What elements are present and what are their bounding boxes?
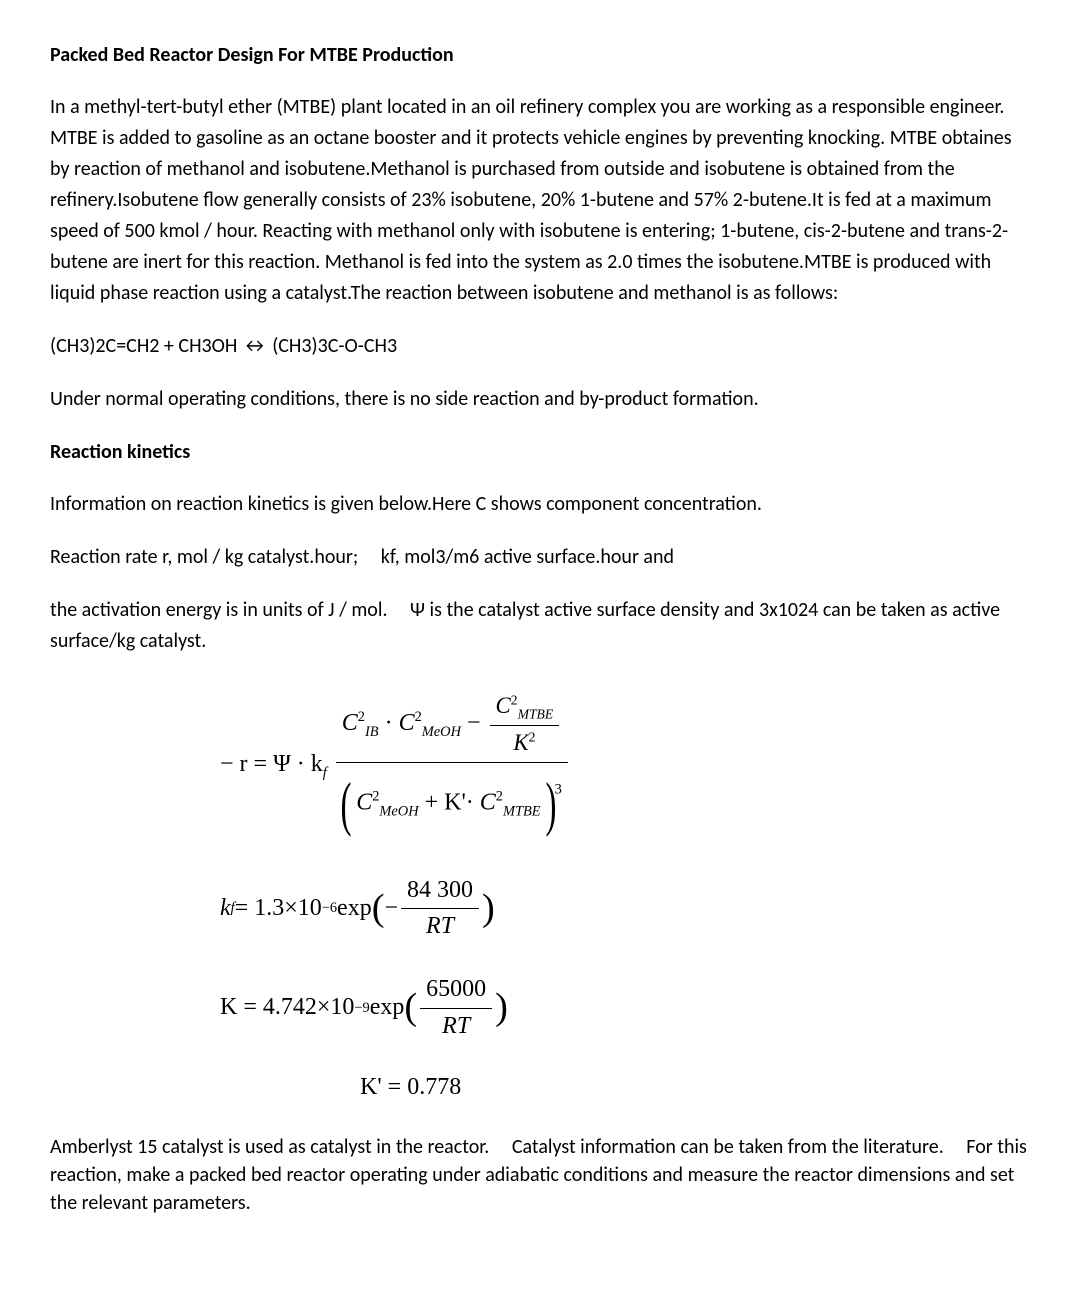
- paragraph-final: Amberlyst 15 catalyst is used as catalys…: [50, 1133, 1030, 1217]
- final-b: Catalyst information can be taken from t…: [512, 1135, 944, 1159]
- equation-k: K = 4.742×10−9 exp ( 65000 RT ): [220, 972, 1030, 1043]
- eq1-lhs: − r = Ψ · kf: [220, 749, 327, 783]
- rate-units-a: Reaction rate r, mol / kg catalyst.hour;: [50, 545, 358, 569]
- paragraph-rate-units: Reaction rate r, mol / kg catalyst.hour;…: [50, 542, 1030, 573]
- reaction-equation: (CH3)2C=CH2 + CH3OH ↔ (CH3)3C-O-CH3: [50, 331, 1030, 362]
- equation-rate: − r = Ψ · kf C2IB · C2MeOH − C2MTBE K2: [220, 687, 1030, 845]
- equation-kprime: K' = 0.778: [360, 1072, 1030, 1103]
- paragraph-kinetics-info: Information on reaction kinetics is give…: [50, 489, 1030, 520]
- heading-reaction-kinetics: Reaction kinetics: [50, 437, 1030, 467]
- activation-a: the activation energy is in units of J /…: [50, 598, 388, 622]
- equations-block: − r = Ψ · kf C2IB · C2MeOH − C2MTBE K2: [220, 687, 1030, 1103]
- equation-kf: kf = 1.3×10−6 exp ( − 84 300 RT ): [220, 873, 1030, 944]
- document-title: Packed Bed Reactor Design For MTBE Produ…: [50, 40, 1030, 70]
- eq1-main-fraction: C2IB · C2MeOH − C2MTBE K2 ( C2MeOH + K'·: [336, 687, 568, 845]
- paragraph-no-side-reaction: Under normal operating conditions, there…: [50, 384, 1030, 415]
- final-a: Amberlyst 15 catalyst is used as catalys…: [50, 1135, 489, 1159]
- paragraph-activation-energy: the activation energy is in units of J /…: [50, 595, 1030, 657]
- paragraph-intro: In a methyl-tert-butyl ether (MTBE) plan…: [50, 92, 1030, 309]
- rate-units-b: kf, mol3/m6 active surface.hour and: [381, 545, 674, 569]
